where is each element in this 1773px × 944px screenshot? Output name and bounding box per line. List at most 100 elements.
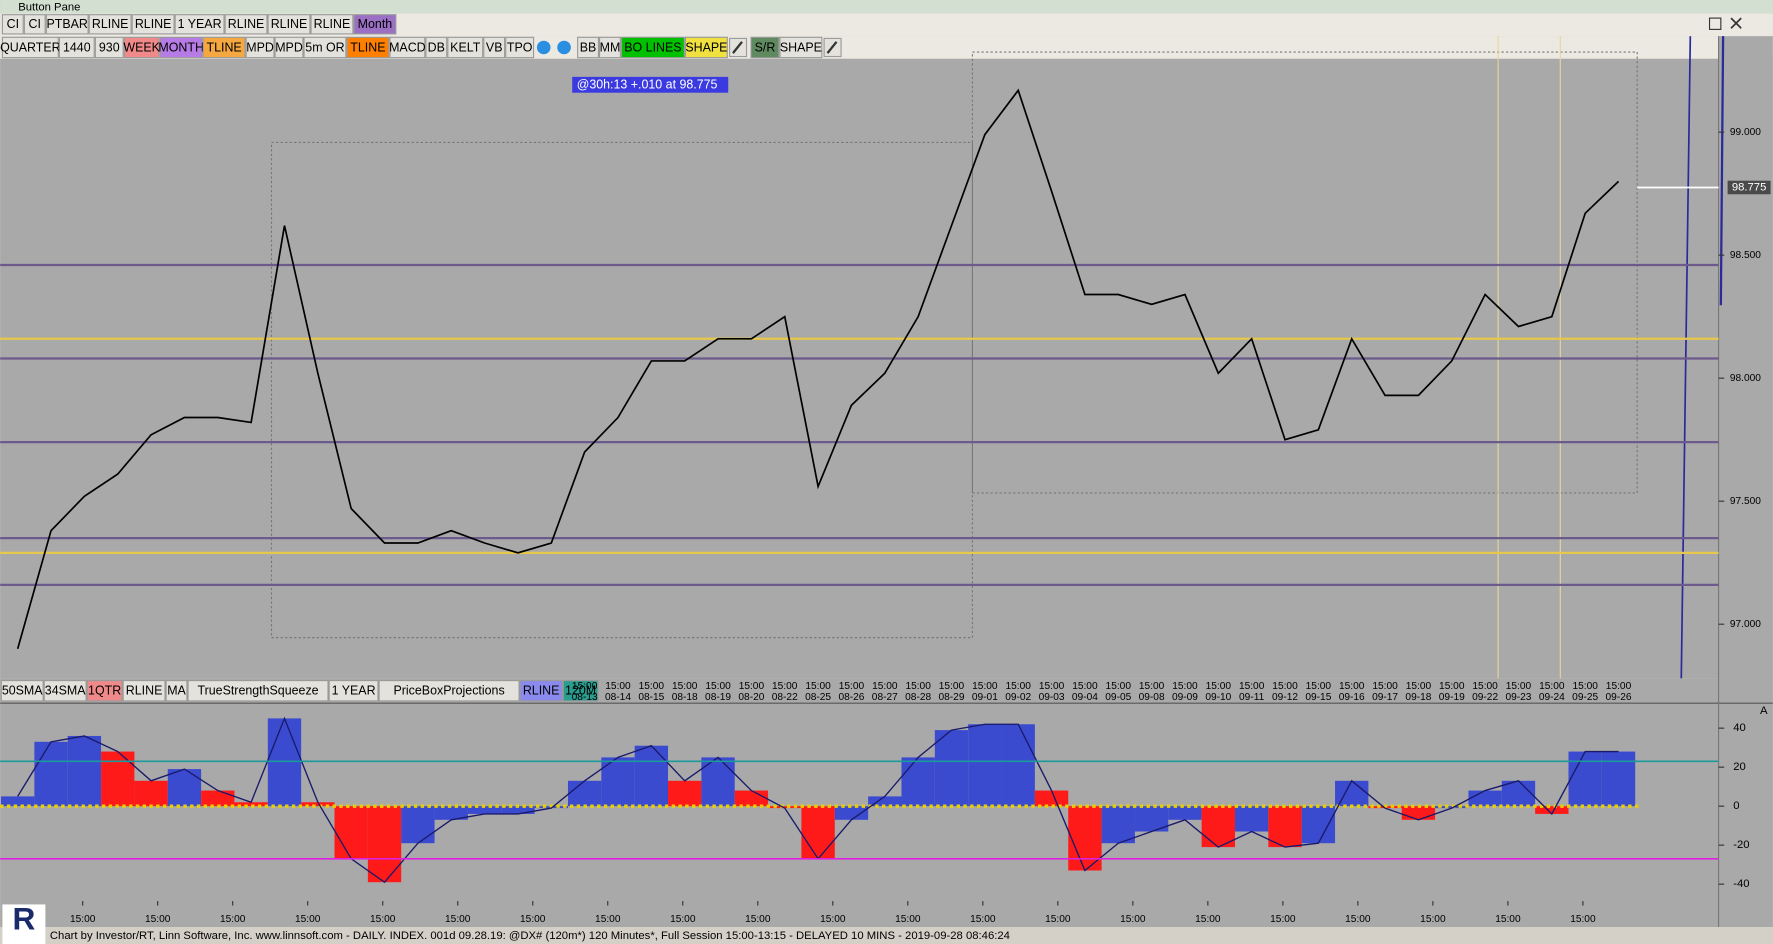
toolbar-button[interactable] [88, 14, 132, 35]
button-label: Month [358, 17, 393, 31]
x-tick-label: 08-20 [738, 692, 764, 703]
x-tick-label: 15:00 [220, 914, 246, 925]
x-tick-label: 09-23 [1505, 692, 1531, 703]
oscillator-bar [401, 806, 435, 844]
x-time-label: 15:00 [939, 681, 965, 692]
toolbar-button[interactable] [202, 36, 246, 59]
x-tick-label: 15:00 [1270, 914, 1296, 925]
toolbar-button[interactable] [245, 36, 275, 59]
oscillator-bar [301, 802, 335, 807]
toolbar-button[interactable] [165, 680, 188, 702]
button-label: RLINE [271, 17, 308, 31]
toolbar-button[interactable] [310, 14, 354, 35]
x-time-label: 15:00 [1106, 681, 1132, 692]
button-label: RLINE [314, 17, 351, 31]
x-tick-label: 08-18 [672, 692, 698, 703]
toolbar-button[interactable] [378, 680, 520, 702]
x-time-label: 15:00 [872, 681, 898, 692]
toolbar-button[interactable] [1, 36, 59, 59]
button-label: CI [29, 17, 41, 31]
toolbar-button[interactable] [577, 36, 600, 59]
toolbar-button[interactable] [389, 36, 426, 59]
toolbar-button[interactable] [122, 680, 166, 702]
y-tick-label: 97.500 [1730, 496, 1761, 507]
button-label: RLINE [92, 17, 129, 31]
toolbar-button[interactable] [328, 680, 379, 702]
x-tick-label: 08-25 [805, 692, 831, 703]
oscillator-bar [1068, 806, 1102, 871]
oscillator-bar [1535, 806, 1569, 814]
x-tick-label: 09-02 [1005, 692, 1031, 703]
x-tick-label: 15:00 [1570, 914, 1596, 925]
x-tick-label: 09-12 [1272, 692, 1298, 703]
toolbar-button[interactable] [267, 14, 311, 35]
x-tick-label: 08-13 [572, 692, 598, 703]
toolbar-button[interactable] [562, 680, 599, 702]
window-title: Button Pane [18, 1, 80, 13]
toolbar-button[interactable] [620, 36, 685, 59]
oscillator-bar [1234, 806, 1269, 832]
toolbar-button[interactable] [174, 14, 225, 35]
trend-line [1719, 36, 1725, 306]
oscillator-bar [1401, 806, 1436, 820]
oscillator-bar [601, 757, 635, 807]
toolbar-button[interactable] [23, 14, 46, 35]
clock-icon[interactable] [557, 40, 571, 55]
button-label: DB [428, 40, 445, 54]
x-tick-label: 09-19 [1439, 692, 1465, 703]
toolbar-button[interactable] [519, 680, 563, 702]
toolbar-button[interactable] [505, 36, 535, 59]
x-time-label: 15:00 [1506, 681, 1532, 692]
toolbar-button[interactable] [94, 36, 124, 59]
x-time-label: 15:00 [1005, 681, 1031, 692]
x-tick-label: 15:00 [970, 914, 996, 925]
toolbar-button[interactable] [483, 36, 506, 59]
toolbar-button[interactable] [750, 36, 780, 59]
toolbar-button[interactable] [0, 680, 44, 702]
x-time-label: 15:00 [1039, 681, 1065, 692]
close-button[interactable] [1730, 17, 1742, 29]
button-label: TLINE [207, 40, 242, 54]
button-label: 1 YEAR [178, 17, 222, 31]
oscillator-bar [1568, 751, 1602, 807]
toolbar-button[interactable] [303, 36, 347, 59]
toolbar-button[interactable] [1, 14, 24, 35]
oscillator-bar [968, 724, 1002, 807]
oscillator-bar [367, 806, 402, 883]
oscillator-bar [668, 780, 702, 807]
restore-button[interactable] [1708, 17, 1722, 30]
toolbar-button[interactable] [187, 680, 329, 702]
clock-icon[interactable] [536, 40, 551, 55]
button-label: QUARTER [0, 40, 61, 54]
x-tick-label: 09-01 [972, 692, 998, 703]
button-label: 1QTR [88, 684, 121, 698]
x-tick-label: 08-14 [605, 692, 631, 703]
toolbar-button[interactable] [346, 36, 390, 59]
toolbar-button[interactable] [353, 14, 397, 35]
oscillator-bar [67, 735, 102, 807]
toolbar-button[interactable] [684, 36, 728, 59]
button-label: MM [600, 40, 621, 54]
oscillator-bar [501, 806, 535, 814]
toolbar-button[interactable] [123, 36, 160, 59]
toolbar-button[interactable] [224, 14, 268, 35]
toolbar-button[interactable] [599, 36, 621, 59]
toolbar-button[interactable] [159, 36, 203, 59]
toolbar-button[interactable] [131, 14, 175, 35]
y-tick-label: 0 [1733, 800, 1739, 812]
toolbar-button[interactable] [447, 36, 484, 59]
logo-box [2, 904, 46, 944]
toolbar-button[interactable] [425, 36, 448, 59]
annotation-box [572, 76, 729, 93]
toolbar-button[interactable] [45, 14, 89, 35]
toolbar-button[interactable] [58, 36, 95, 59]
toolbar-button[interactable] [274, 36, 304, 59]
toolbar-button[interactable] [86, 680, 123, 702]
x-tick-label: 08-29 [939, 692, 965, 703]
x-time-label: 15:00 [572, 681, 598, 692]
x-tick-label: 15:00 [670, 914, 696, 925]
toolbar-button[interactable] [43, 680, 87, 702]
toolbar-button[interactable] [779, 36, 823, 59]
x-time-label: 15:00 [705, 681, 731, 692]
y-tick-label: 99.000 [1730, 127, 1761, 138]
